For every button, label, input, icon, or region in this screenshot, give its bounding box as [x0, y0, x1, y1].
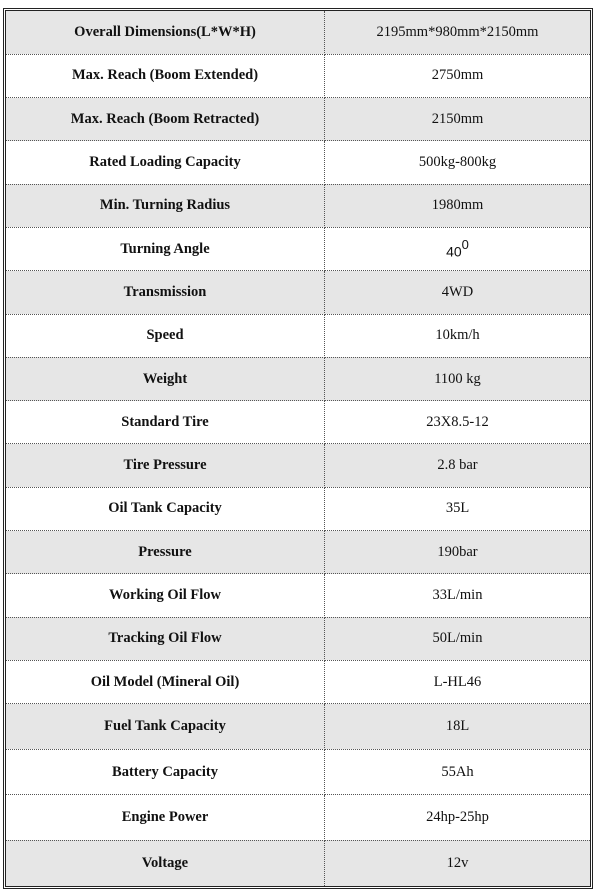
- spec-value: L-HL46: [324, 660, 590, 705]
- spec-table-frame: Overall Dimensions(L*W*H) 2195mm*980mm*21…: [3, 8, 593, 889]
- table-row: Weight 1100 kg: [6, 357, 590, 402]
- spec-value: 50L/min: [324, 617, 590, 661]
- spec-value: 2150mm: [324, 97, 590, 142]
- degree-superscript: 0: [461, 236, 469, 252]
- table-row: Working Oil Flow 33L/min: [6, 573, 590, 618]
- spec-value: 2.8 bar: [324, 443, 590, 488]
- spec-value: 23X8.5-12: [324, 400, 590, 445]
- spec-value: 2750mm: [324, 54, 590, 99]
- spec-value: 1100 kg: [324, 357, 590, 402]
- spec-label: Standard Tire: [6, 400, 325, 445]
- table-row: Rated Loading Capacity 500kg-800kg: [6, 140, 590, 185]
- spec-label: Max. Reach (Boom Extended): [6, 54, 325, 99]
- table-row: Min. Turning Radius 1980mm: [6, 184, 590, 228]
- spec-value: 24hp-25hp: [324, 794, 590, 841]
- spec-label: Voltage: [6, 840, 325, 886]
- spec-value: 33L/min: [324, 573, 590, 618]
- spec-label: Fuel Tank Capacity: [6, 703, 325, 750]
- table-row: Oil Model (Mineral Oil) L-HL46: [6, 660, 590, 705]
- table-row: Turning Angle 400: [6, 227, 590, 272]
- table-row: Tracking Oil Flow 50L/min: [6, 617, 590, 661]
- spec-label: Weight: [6, 357, 325, 402]
- spec-value: 10km/h: [324, 314, 590, 358]
- table-row: Voltage 12v: [6, 840, 590, 886]
- table-row: Battery Capacity 55Ah: [6, 749, 590, 796]
- spec-label: Rated Loading Capacity: [6, 140, 325, 185]
- spec-value: 190bar: [324, 530, 590, 575]
- spec-value: 500kg-800kg: [324, 140, 590, 185]
- spec-label: Oil Tank Capacity: [6, 487, 325, 532]
- table-row: Max. Reach (Boom Extended) 2750mm: [6, 54, 590, 99]
- spec-label: Speed: [6, 314, 325, 358]
- table-row: Standard Tire 23X8.5-12: [6, 400, 590, 445]
- spec-label: Engine Power: [6, 794, 325, 841]
- spec-label: Oil Model (Mineral Oil): [6, 660, 325, 705]
- spec-value: 4WD: [324, 270, 590, 315]
- spec-value-number: 40: [446, 243, 462, 260]
- spec-label: Tire Pressure: [6, 443, 325, 488]
- spec-label: Max. Reach (Boom Retracted): [6, 97, 325, 142]
- spec-value: 35L: [324, 487, 590, 532]
- table-row: Transmission 4WD: [6, 270, 590, 315]
- table-row: Pressure 190bar: [6, 530, 590, 575]
- spec-label: Tracking Oil Flow: [6, 617, 325, 661]
- spec-label: Transmission: [6, 270, 325, 315]
- spec-label: Overall Dimensions(L*W*H): [6, 11, 325, 55]
- spec-label: Working Oil Flow: [6, 573, 325, 618]
- table-row: Overall Dimensions(L*W*H) 2195mm*980mm*21…: [6, 11, 590, 55]
- spec-value: 12v: [324, 840, 590, 886]
- spec-label: Turning Angle: [6, 227, 325, 272]
- table-row: Max. Reach (Boom Retracted) 2150mm: [6, 97, 590, 142]
- spec-value: 55Ah: [324, 749, 590, 796]
- table-row: Tire Pressure 2.8 bar: [6, 443, 590, 488]
- spec-value: 1980mm: [324, 184, 590, 228]
- table-row: Oil Tank Capacity 35L: [6, 487, 590, 532]
- table-row: Speed 10km/h: [6, 314, 590, 358]
- spec-value: 2195mm*980mm*2150mm: [324, 11, 590, 55]
- spec-label: Min. Turning Radius: [6, 184, 325, 228]
- spec-table: Overall Dimensions(L*W*H) 2195mm*980mm*21…: [6, 11, 590, 886]
- table-row: Fuel Tank Capacity 18L: [6, 703, 590, 750]
- spec-value: 400: [324, 227, 590, 272]
- spec-label: Pressure: [6, 530, 325, 575]
- spec-label: Battery Capacity: [6, 749, 325, 796]
- table-row: Engine Power 24hp-25hp: [6, 794, 590, 841]
- spec-value: 18L: [324, 703, 590, 750]
